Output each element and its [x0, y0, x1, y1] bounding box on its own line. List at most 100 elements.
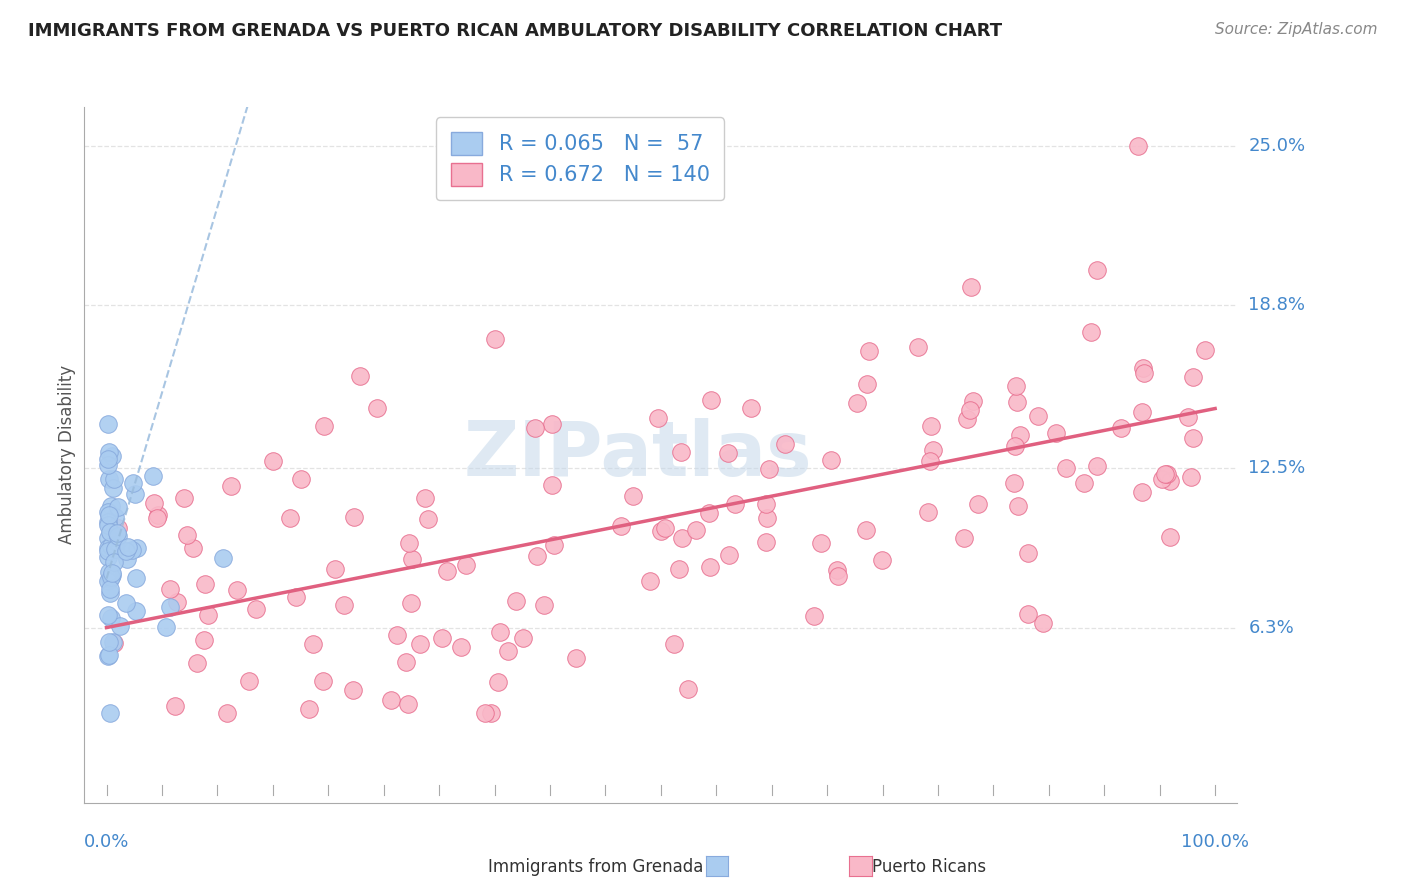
Point — [104, 510, 127, 524]
Point — [1007, 499, 1029, 513]
Point — [97, 458, 120, 472]
Point — [117, 540, 139, 554]
Point — [664, 637, 686, 651]
Point — [186, 656, 208, 670]
Point — [960, 280, 983, 294]
Point — [1005, 379, 1028, 393]
Point — [212, 551, 235, 566]
Point — [1017, 607, 1039, 621]
Point — [103, 636, 125, 650]
Point — [166, 595, 188, 609]
Point — [395, 656, 418, 670]
Point — [399, 596, 422, 610]
Point — [1181, 369, 1204, 384]
Point — [98, 572, 121, 586]
Point — [1080, 325, 1102, 339]
Point — [396, 697, 419, 711]
Point — [430, 631, 453, 645]
Point — [855, 523, 877, 537]
Point — [418, 512, 440, 526]
Point — [820, 453, 842, 467]
Point — [97, 608, 120, 623]
Point — [100, 611, 122, 625]
Point — [97, 544, 120, 558]
Point — [1045, 425, 1067, 440]
Point — [115, 552, 138, 566]
Point — [101, 450, 124, 464]
Point — [918, 454, 941, 468]
Text: IMMIGRANTS FROM GRENADA VS PUERTO RICAN AMBULATORY DISABILITY CORRELATION CHART: IMMIGRANTS FROM GRENADA VS PUERTO RICAN … — [28, 22, 1002, 40]
Point — [956, 412, 979, 426]
Point — [146, 508, 169, 523]
Point — [97, 531, 120, 545]
Point — [97, 452, 120, 467]
Point — [97, 505, 120, 519]
Point — [512, 631, 534, 645]
Point — [505, 594, 527, 608]
Point — [323, 562, 346, 576]
Point — [922, 443, 945, 458]
Point — [1017, 546, 1039, 560]
Point — [920, 419, 942, 434]
Point — [541, 478, 564, 492]
Point — [953, 532, 976, 546]
Point — [870, 553, 893, 567]
Point — [846, 396, 869, 410]
Text: 18.8%: 18.8% — [1249, 296, 1305, 315]
Point — [1133, 366, 1156, 380]
Point — [565, 651, 588, 665]
Point — [962, 393, 984, 408]
Point — [1182, 432, 1205, 446]
Point — [312, 419, 335, 434]
Point — [103, 555, 125, 569]
Point — [1010, 428, 1032, 442]
Point — [413, 491, 436, 505]
Point — [176, 528, 198, 542]
Point — [385, 628, 408, 642]
Point — [142, 468, 165, 483]
Point — [101, 568, 124, 582]
Point — [650, 524, 672, 539]
Point — [638, 574, 661, 588]
Point — [98, 566, 121, 580]
Point — [262, 454, 284, 468]
Point — [97, 541, 120, 555]
Point — [163, 698, 186, 713]
Point — [1159, 475, 1181, 489]
Point — [1130, 405, 1153, 419]
Point — [121, 542, 143, 557]
Text: 6.3%: 6.3% — [1249, 618, 1294, 637]
Point — [1087, 263, 1109, 277]
Point — [103, 538, 125, 552]
Point — [907, 340, 929, 354]
Point — [100, 499, 122, 513]
Point — [718, 548, 741, 562]
Point — [98, 635, 121, 649]
Point — [676, 681, 699, 696]
Point — [238, 674, 260, 689]
Point — [541, 417, 564, 432]
Point — [312, 673, 335, 688]
Point — [97, 417, 120, 432]
Point — [159, 600, 181, 615]
Point — [98, 582, 121, 596]
Point — [456, 558, 478, 572]
Point — [669, 445, 692, 459]
Point — [855, 376, 877, 391]
Point — [755, 497, 778, 511]
Point — [302, 637, 325, 651]
Point — [290, 472, 312, 486]
Point — [479, 706, 502, 720]
Point — [145, 511, 167, 525]
Text: Puerto Ricans: Puerto Ricans — [872, 858, 986, 876]
Point — [1005, 395, 1028, 409]
Point — [398, 536, 420, 550]
Point — [349, 368, 371, 383]
Point — [755, 535, 778, 549]
Point — [278, 510, 301, 524]
Point — [533, 599, 555, 613]
Text: Immigrants from Grenada: Immigrants from Grenada — [488, 858, 703, 876]
Point — [1054, 461, 1077, 475]
Point — [342, 682, 364, 697]
Point — [917, 505, 939, 519]
